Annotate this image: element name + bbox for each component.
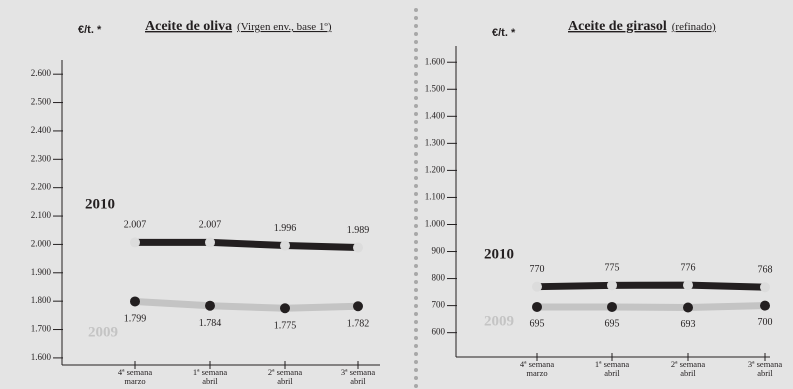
x-tick-label: 2ª semana (671, 359, 705, 369)
y-tick-label: 2.500 (31, 97, 52, 107)
y-tick-label: 1.600 (31, 352, 52, 362)
x-tick-label: abril (350, 376, 366, 386)
data-label: 776 (681, 262, 696, 273)
data-point (532, 281, 542, 292)
x-tick-label: 4ª semana (118, 367, 152, 377)
subtitle: (Virgen env., base 1º) (237, 21, 332, 33)
data-point (280, 240, 290, 251)
x-tick-label: 2ª semana (268, 367, 302, 377)
x-tick-label: abril (202, 376, 218, 386)
data-point (205, 300, 215, 311)
series-line (537, 302, 766, 312)
data-label: 775 (605, 263, 620, 274)
data-label: 1.784 (199, 318, 222, 329)
data-label: 2.007 (124, 220, 147, 231)
y-tick-label: 800 (432, 273, 446, 283)
x-tick-label: abril (277, 376, 293, 386)
legend-label: 2010 (484, 246, 514, 262)
legend-label: 2009 (484, 313, 514, 329)
data-point (683, 280, 693, 291)
y-axis-label: €/t. * (78, 24, 102, 36)
legend-label: 2009 (88, 324, 118, 340)
data-label: 1.996 (274, 223, 297, 234)
data-label: 768 (758, 265, 773, 276)
data-point (280, 303, 290, 314)
y-tick-label: 2.000 (31, 238, 52, 248)
x-tick-label: 1ª semana (193, 367, 227, 377)
y-tick-label: 1.700 (31, 324, 52, 334)
legend-label: 2010 (85, 196, 115, 212)
x-tick-label: 1ª semana (595, 359, 629, 369)
x-tick-label: abril (680, 368, 696, 378)
data-point (353, 301, 363, 312)
y-axis-label: €/t. * (492, 27, 516, 39)
title-text: Aceite de girasol (568, 19, 667, 34)
series-line (536, 281, 766, 291)
y-tick-label: 2.300 (31, 153, 52, 163)
data-label: 1.782 (347, 319, 370, 330)
data-label: 1.799 (124, 314, 147, 325)
x-tick-label: 4ª semana (520, 359, 554, 369)
y-tick-label: 1.500 (425, 83, 446, 93)
chart-title: Aceite de girasol (refinado) (568, 19, 716, 34)
x-tick-label: abril (757, 368, 773, 378)
y-tick-label: 1.200 (425, 164, 446, 174)
data-point (683, 302, 693, 313)
data-label: 700 (758, 317, 773, 328)
data-label: 693 (681, 319, 696, 330)
y-tick-label: 1.300 (425, 137, 446, 147)
data-point (205, 237, 215, 248)
y-tick-label: 1.400 (425, 110, 446, 120)
data-point (760, 282, 770, 293)
title-text: Aceite de oliva (145, 19, 232, 34)
x-tick-label: 3ª semana (748, 359, 782, 369)
y-tick-label: 700 (432, 300, 446, 310)
y-tick-label: 1.900 (31, 267, 52, 277)
y-tick-label: 1.600 (425, 56, 446, 66)
data-label: 2.007 (199, 220, 222, 231)
y-tick-label: 600 (432, 327, 446, 337)
y-tick-label: 1.800 (31, 295, 52, 305)
series-line (134, 297, 359, 312)
data-point (353, 242, 363, 253)
y-tick-label: 900 (432, 246, 446, 256)
x-tick-label: abril (604, 368, 620, 378)
x-tick-label: marzo (526, 368, 547, 378)
series-line (135, 238, 359, 252)
y-tick-label: 2.200 (31, 182, 52, 192)
data-point (130, 237, 140, 248)
data-label: 1.989 (347, 225, 370, 236)
subtitle: (refinado) (672, 21, 716, 33)
data-label: 695 (605, 318, 620, 329)
data-label: 1.775 (274, 321, 297, 332)
data-point (607, 280, 617, 291)
data-label: 695 (530, 318, 545, 329)
y-tick-label: 1.100 (425, 192, 446, 202)
data-point (760, 300, 770, 311)
x-tick-label: 3ª semana (341, 367, 375, 377)
chart-title: Aceite de oliva (Virgen env., base 1º) (145, 19, 332, 34)
data-label: 770 (530, 264, 545, 275)
x-tick-label: marzo (124, 376, 145, 386)
data-point (607, 301, 617, 312)
data-point (130, 296, 140, 307)
y-tick-label: 1.000 (425, 219, 446, 229)
data-point (532, 301, 542, 312)
y-tick-label: 2.600 (31, 68, 52, 78)
y-tick-label: 2.400 (31, 125, 52, 135)
y-tick-label: 2.100 (31, 210, 52, 220)
